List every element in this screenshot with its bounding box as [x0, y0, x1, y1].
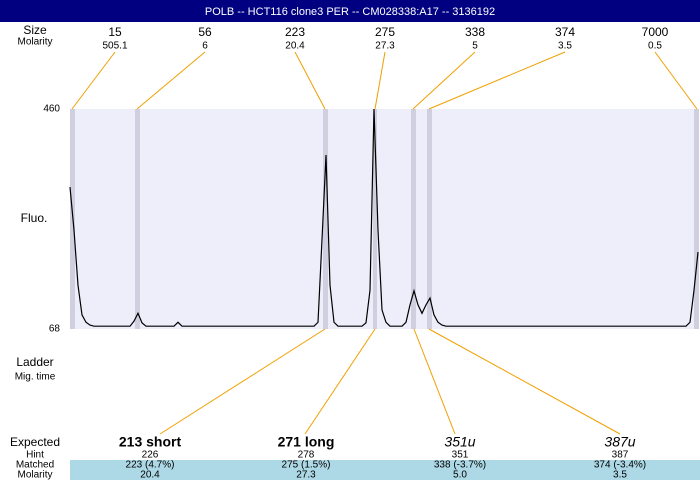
ladder-size: 338 [465, 25, 485, 39]
ladder-size: 15 [108, 25, 122, 39]
ladder-size: 56 [198, 25, 212, 39]
size-label: Size [23, 23, 47, 37]
ladder-molarity: 27.3 [375, 41, 395, 52]
ladder-molarity: 505.1 [102, 41, 127, 52]
hint: 387 [612, 450, 629, 461]
molarity: 20.4 [140, 470, 160, 480]
molarity: 27.3 [296, 470, 316, 480]
connector [374, 51, 386, 110]
plot-area [70, 109, 698, 329]
marker-band [411, 109, 416, 329]
molarity-label: Molarity [17, 37, 52, 48]
connector [71, 51, 116, 110]
connector [136, 51, 206, 110]
ladder-molarity: 6 [202, 41, 208, 52]
table-band [70, 460, 700, 480]
row-label: Hint [26, 450, 44, 461]
connector-lines [71, 51, 698, 435]
ladder-molarity: 20.4 [285, 41, 305, 52]
y-tick-label: 460 [43, 104, 60, 115]
connector [428, 328, 621, 435]
marker-band [373, 109, 377, 329]
expected: 271 long [278, 434, 335, 450]
row-label: Molarity [17, 470, 52, 480]
hint: 226 [142, 450, 159, 461]
hint: 351 [452, 450, 469, 461]
mig-time-label: Mig. time [15, 372, 56, 383]
y-axis-label: Fluo. [21, 211, 48, 225]
marker-band [135, 109, 140, 329]
ladder-size: 7000 [642, 25, 669, 39]
trace [69, 108, 699, 327]
matched: 338 (-3.7%) [434, 460, 486, 471]
ladder-molarity: 0.5 [648, 41, 662, 52]
connector [304, 328, 376, 435]
marker-band [694, 109, 699, 329]
ladder-size: 275 [375, 25, 395, 39]
row-label: Matched [16, 460, 54, 471]
ladder-size: 223 [285, 25, 305, 39]
connector [412, 51, 476, 110]
marker-band [323, 109, 328, 329]
connector [413, 328, 456, 435]
header-title: POLB -- HCT116 clone3 PER -- CM028338:A1… [205, 6, 495, 18]
row-label: Expected [10, 435, 60, 449]
ladder-size: 374 [555, 25, 575, 39]
molarity: 5.0 [453, 470, 467, 480]
connector [294, 51, 326, 110]
molarity: 3.5 [613, 470, 627, 480]
ladder-molarity: 5 [472, 41, 478, 52]
marker-band [427, 109, 432, 329]
expected: 213 short [119, 434, 182, 450]
connector [654, 51, 698, 110]
hint: 278 [298, 450, 315, 461]
connector [159, 328, 326, 435]
connector [428, 51, 566, 110]
expected: 351u [444, 434, 475, 450]
ladder-label: Ladder [16, 355, 53, 369]
header-bar [0, 0, 700, 22]
matched: 275 (1.5%) [282, 460, 331, 471]
expected: 387u [604, 434, 635, 450]
y-tick-label: 68 [49, 324, 61, 335]
matched: 374 (-3.4%) [594, 460, 646, 471]
matched: 223 (4.7%) [126, 460, 175, 471]
ladder-molarity: 3.5 [558, 41, 572, 52]
